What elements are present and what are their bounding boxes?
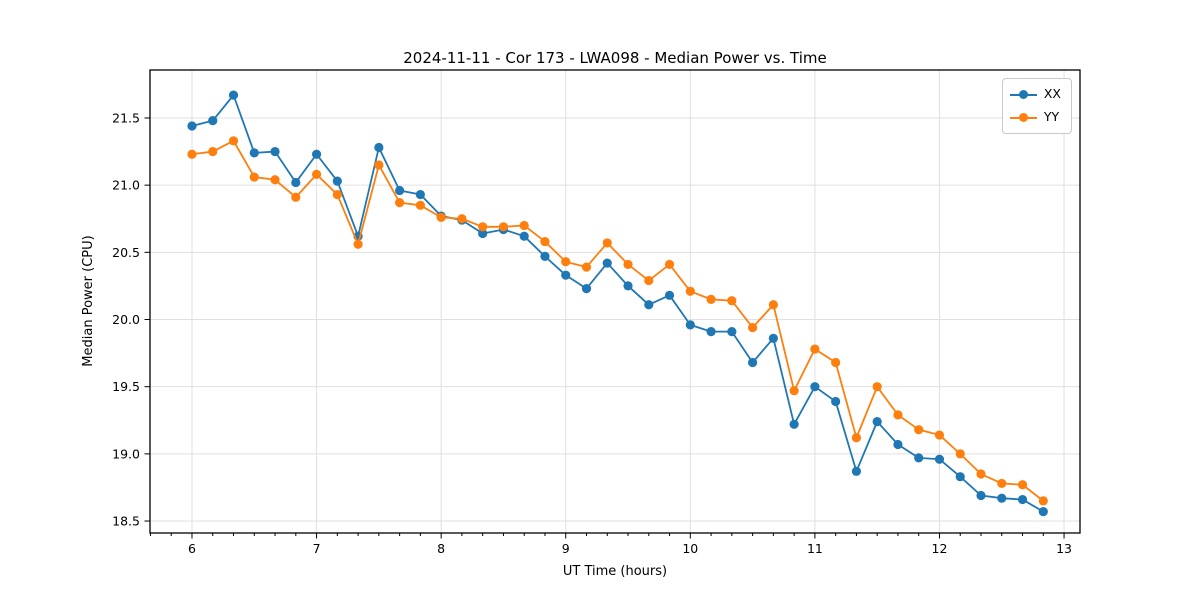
- yy-line-marker-icon: [1009, 112, 1037, 123]
- svg-text:21.0: 21.0: [112, 178, 140, 193]
- svg-text:10: 10: [682, 541, 698, 556]
- svg-text:11: 11: [807, 541, 823, 556]
- svg-text:20.5: 20.5: [112, 245, 140, 260]
- svg-text:21.5: 21.5: [112, 110, 140, 125]
- legend-label-xx: XX: [1043, 86, 1061, 102]
- y-axis-label: Median Power (CPU): [81, 235, 96, 367]
- gridlines: [150, 70, 1080, 533]
- legend-item-xx: XX: [1009, 83, 1061, 106]
- svg-text:19.5: 19.5: [112, 379, 140, 394]
- axis-ticks: [144, 117, 1065, 539]
- svg-text:8: 8: [437, 541, 445, 556]
- svg-text:6: 6: [188, 541, 196, 556]
- chart-title: 2024-11-11 - Cor 173 - LWA098 - Median P…: [403, 49, 827, 67]
- svg-text:18.5: 18.5: [112, 514, 140, 529]
- svg-text:7: 7: [313, 541, 321, 556]
- svg-text:9: 9: [562, 541, 570, 556]
- legend-label-yy: YY: [1043, 109, 1060, 125]
- svg-text:13: 13: [1056, 541, 1072, 556]
- series-yy: [187, 136, 1048, 506]
- series-xx: [187, 90, 1048, 517]
- svg-text:20.0: 20.0: [112, 312, 140, 327]
- legend: XX YY: [1001, 78, 1072, 134]
- tick-labels: 6 7 8 9 10 11 12 13 18.5 19.0 19.5 20.0 20.5 21.0 21.5: [112, 110, 1072, 556]
- plot-frame: [149, 69, 1081, 534]
- svg-text:19.0: 19.0: [112, 446, 140, 461]
- svg-text:12: 12: [932, 541, 948, 556]
- x-axis-label: UT Time (hours): [562, 564, 668, 579]
- legend-item-yy: YY: [1009, 106, 1061, 129]
- xx-line-marker-icon: [1009, 89, 1037, 100]
